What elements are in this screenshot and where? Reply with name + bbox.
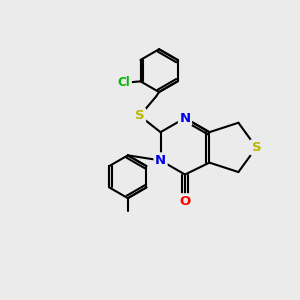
Text: S: S bbox=[135, 109, 145, 122]
Text: N: N bbox=[179, 112, 191, 124]
Text: N: N bbox=[155, 154, 166, 167]
Text: S: S bbox=[251, 141, 261, 154]
Text: Cl: Cl bbox=[118, 76, 130, 89]
Text: O: O bbox=[179, 195, 191, 208]
